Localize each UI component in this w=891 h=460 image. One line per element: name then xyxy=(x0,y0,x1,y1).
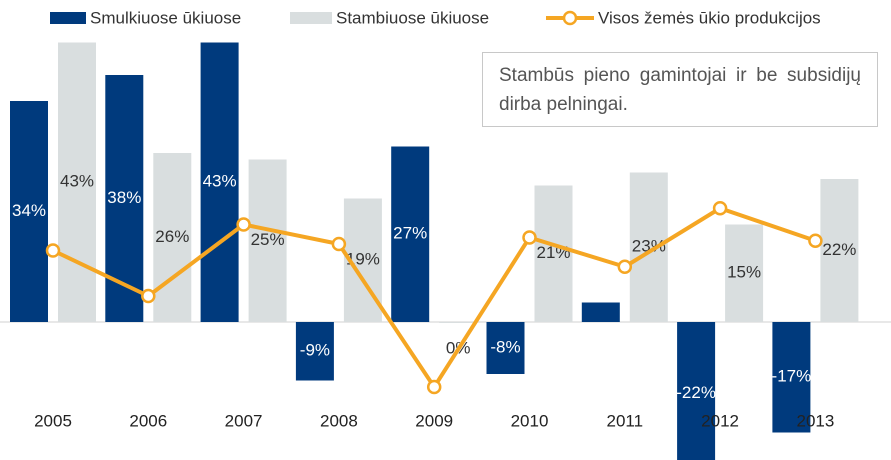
data-label: -9% xyxy=(300,341,330,360)
line-marker xyxy=(331,236,347,252)
x-tick-label: 2008 xyxy=(320,411,358,430)
data-label: -17% xyxy=(772,367,812,386)
data-label: 27% xyxy=(393,224,427,243)
data-label: 43% xyxy=(203,172,237,191)
legend-label: Stambiuose ūkiuose xyxy=(336,8,489,27)
data-label: 25% xyxy=(251,230,285,249)
legend-label: Smulkiuose ūkiuose xyxy=(90,8,241,27)
data-label: 38% xyxy=(107,188,141,207)
line-marker xyxy=(141,288,156,304)
legend-swatch xyxy=(50,12,86,24)
legend-marker xyxy=(562,10,578,26)
bar xyxy=(248,159,287,322)
x-tick-label: 2011 xyxy=(607,411,644,430)
line-marker xyxy=(522,230,537,245)
data-label: -8% xyxy=(490,337,520,356)
line-marker xyxy=(712,201,728,216)
bar xyxy=(391,146,430,322)
bar xyxy=(820,179,859,322)
bar xyxy=(153,153,192,322)
data-label: 43% xyxy=(60,172,94,191)
line-marker xyxy=(236,217,251,232)
bar xyxy=(629,172,668,322)
x-tick-label: 2007 xyxy=(225,411,263,430)
legend-label: Visos žemės ūkio produkcijos xyxy=(598,8,821,27)
line-marker xyxy=(45,243,61,258)
annotation: Stambūs pieno gamintojai ir be subsidijų… xyxy=(482,52,878,127)
data-label: 15% xyxy=(727,263,761,282)
data-label: 23% xyxy=(632,237,666,256)
x-tick-label: 2009 xyxy=(415,411,453,430)
bar xyxy=(581,302,620,322)
data-label: 26% xyxy=(155,227,189,246)
x-tick-label: 2010 xyxy=(511,411,549,430)
bar xyxy=(725,224,764,322)
x-tick-label: 2013 xyxy=(796,411,834,430)
x-tick-label: 2012 xyxy=(701,411,739,430)
bar xyxy=(105,75,144,322)
line-marker xyxy=(617,259,633,274)
bar xyxy=(677,322,716,460)
bar xyxy=(10,101,48,322)
bar xyxy=(439,322,478,323)
data-label: 34% xyxy=(12,201,46,220)
line-marker xyxy=(808,233,823,248)
bar xyxy=(58,42,96,322)
line-marker xyxy=(426,379,442,395)
x-tick-label: 2005 xyxy=(34,411,72,430)
bar xyxy=(486,322,525,374)
data-label: 22% xyxy=(822,240,856,259)
bar xyxy=(200,42,239,322)
x-tick-label: 2006 xyxy=(129,411,167,430)
bar xyxy=(772,322,811,433)
data-label: -22% xyxy=(676,383,716,402)
bar xyxy=(295,322,334,381)
bar xyxy=(534,185,573,322)
legend-swatch xyxy=(290,12,332,24)
